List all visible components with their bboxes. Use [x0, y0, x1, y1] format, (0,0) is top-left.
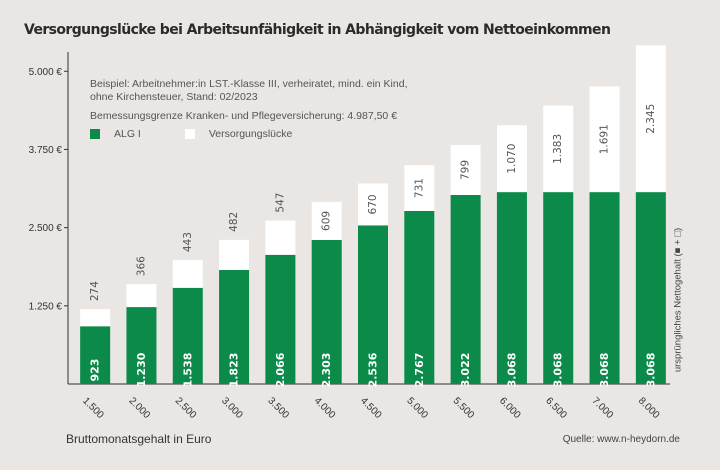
note-line-1: Beispiel: Arbeitnehmer:in LST.-Klasse II…	[90, 78, 408, 90]
y-tick-label: 1.250 €	[29, 301, 63, 312]
bar-gap	[450, 145, 481, 195]
bar-alg	[265, 254, 296, 384]
x-tick-label: 7.000	[590, 395, 616, 421]
data-label-gap: 1.383	[552, 134, 564, 164]
x-tick-label: 2.000	[126, 395, 152, 421]
data-label-alg: 2.767	[413, 353, 426, 388]
chart-title: Versorgungslücke bei Arbeitsunfähigkeit …	[24, 22, 611, 38]
data-label-alg: 3.022	[459, 353, 472, 388]
note-line-2: ohne Kirchensteuer, Stand: 02/2023	[90, 91, 258, 103]
data-label-gap: 366	[135, 256, 147, 276]
bar-alg	[311, 239, 342, 384]
bar-gap	[126, 284, 157, 308]
legend-label-gap: Versorgungslücke	[208, 128, 293, 140]
x-tick-label: 5.000	[404, 395, 430, 421]
bar-alg	[589, 192, 620, 384]
y-tick-label: 3.750 €	[29, 145, 63, 156]
x-tick-label: 6.500	[543, 395, 569, 421]
bar-gap	[496, 125, 527, 193]
bar-alg	[80, 326, 111, 384]
x-tick-label: 4.000	[312, 395, 338, 421]
bar-alg	[543, 192, 574, 384]
bar-alg	[496, 192, 527, 384]
data-label-gap: 609	[321, 211, 333, 231]
chart-labels: 923 274 1.500 1.230 366 2.000 1.538 443 2.500 1.8…	[80, 104, 683, 422]
x-tick-label: 2.500	[173, 395, 199, 421]
data-label-gap: 2.345	[645, 104, 657, 134]
bar-gap	[589, 86, 620, 193]
data-label-gap: 1.070	[506, 144, 518, 174]
legend-item-alg: ALG I	[90, 128, 141, 140]
data-label-alg: 2.536	[367, 352, 380, 387]
legend-label-alg: ALG I	[114, 128, 141, 140]
data-label-alg: 1.823	[228, 353, 241, 388]
bar-alg	[450, 194, 481, 384]
data-label-alg: 1.230	[135, 352, 148, 387]
bar-alg	[635, 192, 666, 384]
data-label-alg: 3.068	[505, 353, 518, 388]
x-tick-label: 1.500	[80, 395, 106, 421]
data-label-alg: 1.538	[181, 353, 194, 388]
chart-legend: ALG I Versorgungslücke	[90, 128, 292, 140]
data-label-alg: 923	[89, 359, 102, 382]
bar-gap	[219, 239, 250, 270]
bar-gap	[265, 220, 296, 255]
bar-gap	[80, 309, 111, 327]
x-tick-label: 5.500	[451, 395, 477, 421]
bar-gap	[358, 183, 388, 226]
bar-alg	[172, 287, 203, 384]
bar-alg	[404, 210, 435, 384]
data-label-alg: 2.066	[274, 352, 287, 387]
data-label-gap: 274	[89, 281, 101, 301]
data-label-alg: 3.068	[598, 353, 611, 388]
data-label-gap: 731	[413, 178, 425, 198]
x-tick-label: 6.000	[497, 395, 523, 421]
bar-alg	[126, 307, 157, 384]
data-label-gap: 482	[228, 212, 240, 232]
bar-gap	[404, 165, 435, 211]
bar-alg	[219, 269, 250, 384]
right-axis-label: ursprüngliches Nettogehalt (■ + □)	[673, 228, 684, 372]
x-tick-label: 8.000	[636, 395, 662, 421]
bar-gap	[635, 45, 666, 193]
data-label-alg: 3.068	[552, 353, 565, 388]
y-tick-label: 5.000 €	[29, 67, 63, 78]
bar-alg	[358, 225, 388, 384]
example-note: Beispiel: Arbeitnehmer:in LST.-Klasse II…	[90, 78, 408, 123]
bar-gap	[311, 201, 342, 240]
data-label-alg: 2.303	[320, 353, 333, 388]
data-label-gap: 443	[182, 232, 194, 252]
x-axis-title: Bruttomonatsgehalt in Euro	[66, 432, 212, 446]
data-label-gap: 1.691	[599, 124, 611, 154]
y-tick-label: 2.500 €	[29, 223, 63, 234]
note-line-3: Bemessungsgrenze Kranken- und Pflegevers…	[90, 110, 398, 122]
x-tick-label: 3.000	[219, 395, 245, 421]
chart-bars	[80, 45, 666, 384]
data-label-gap: 799	[460, 160, 472, 180]
bar-gap	[543, 105, 574, 193]
x-tick-label: 3.500	[265, 395, 291, 421]
x-tick-label: 4.500	[358, 395, 384, 421]
legend-swatch-alg	[90, 129, 100, 139]
data-label-alg: 3.068	[644, 353, 657, 388]
legend-item-gap: Versorgungslücke	[184, 128, 293, 140]
source-note: Quelle: www.n-heydorn.de	[562, 434, 680, 445]
legend-swatch-gap	[184, 129, 195, 139]
data-label-gap: 670	[367, 194, 379, 214]
bar-gap	[172, 260, 203, 288]
data-label-gap: 547	[274, 193, 286, 213]
